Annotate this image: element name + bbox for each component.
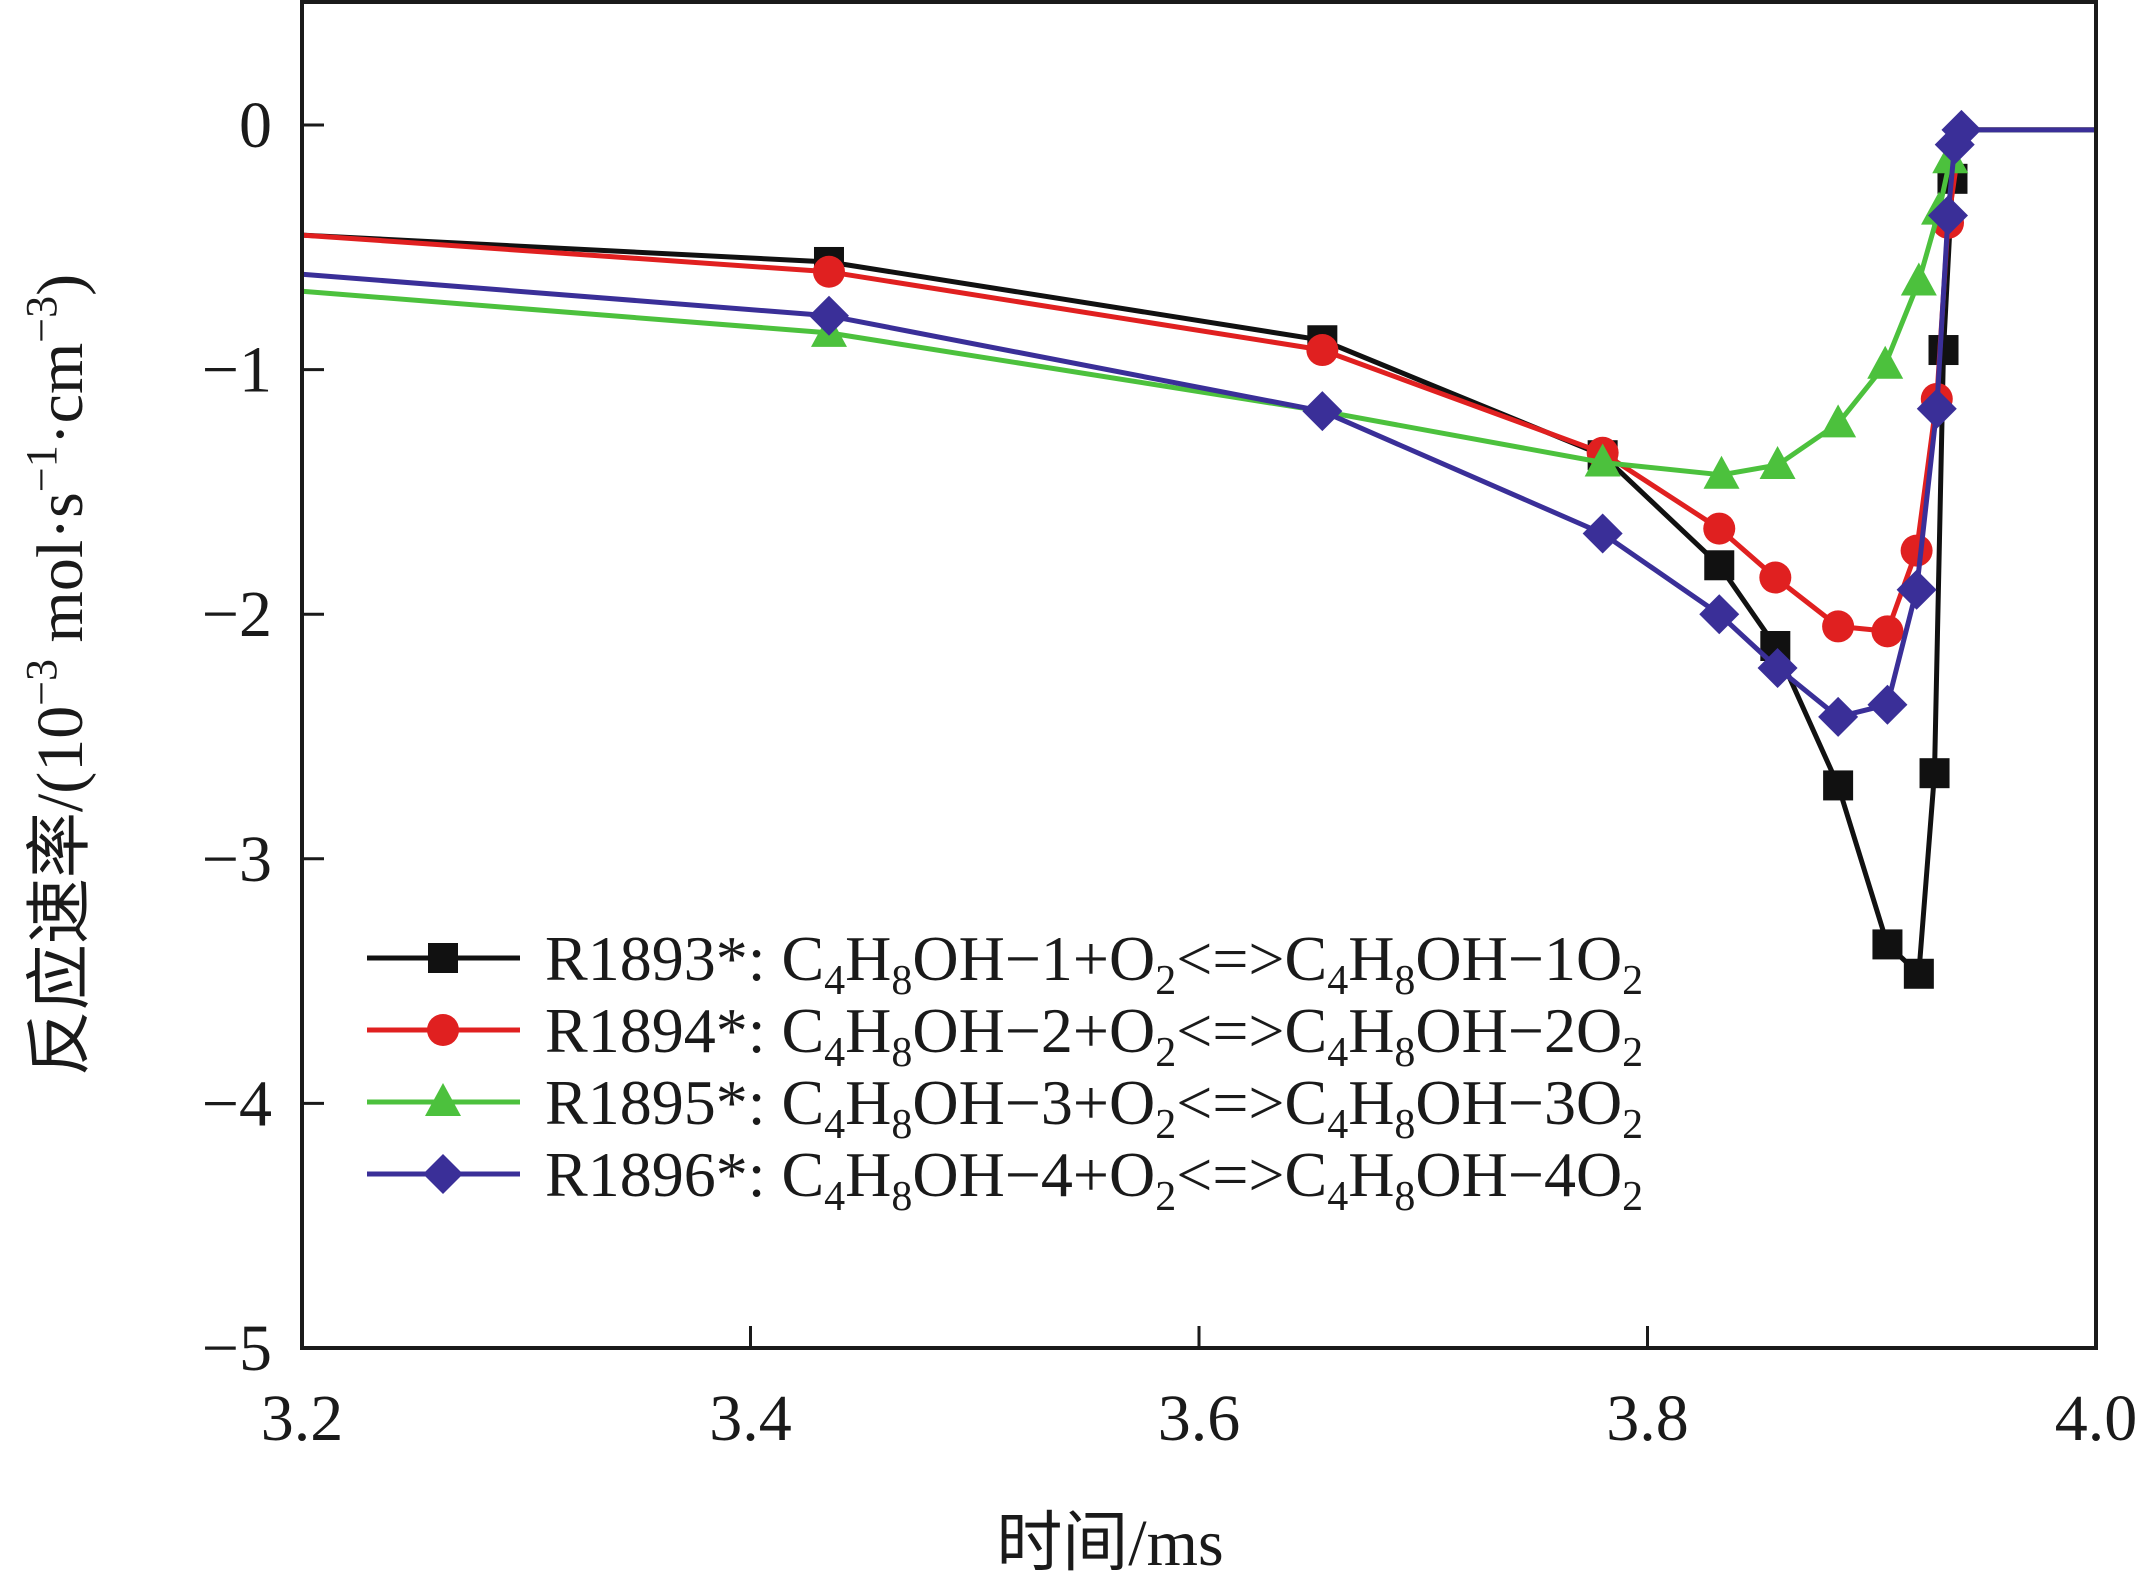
series-R1895: [301, 127, 2096, 489]
data-point-R1896: [1867, 684, 1908, 725]
data-point-R1896: [1818, 696, 1859, 737]
legend: R1893*: C4H8OH−1+O2<=>C4H8OH−1O2R1894*: …: [367, 923, 1643, 1220]
x-tick-label: 3.6: [1158, 1382, 1241, 1455]
data-point-R1896: [1699, 594, 1740, 635]
data-point-R1894: [1306, 334, 1339, 367]
data-point-R1896: [1582, 513, 1623, 554]
series-R1893: [301, 127, 2096, 989]
series-line-R1893: [301, 127, 2096, 977]
legend-label: R1894*: C4H8OH−2+O2<=>C4H8OH−2O2: [545, 995, 1643, 1076]
legend-marker: [427, 1014, 459, 1046]
y-axis-title-exp3: −3: [17, 296, 66, 343]
y-tick-labels: 0 −1 −2 −3 −4 −5: [202, 89, 272, 1385]
y-tick-label: −3: [202, 823, 272, 896]
legend-item-R1895: R1895*: C4H8OH−3+O2<=>C4H8OH−3O2: [367, 1067, 1643, 1148]
data-point-R1893: [1872, 929, 1903, 960]
data-point-R1893: [1903, 958, 1934, 989]
legend-marker: [425, 1083, 461, 1116]
x-tick-label: 3.4: [709, 1382, 792, 1455]
data-point-R1893: [1823, 770, 1854, 801]
plot-area-frame: [300, 0, 2098, 1350]
data-point-R1894: [1871, 615, 1904, 648]
y-tick-label: −5: [202, 1312, 272, 1385]
x-tick-label: 3.2: [261, 1382, 344, 1455]
data-point-R1895: [1867, 345, 1904, 379]
y-axis-title-suffix: ): [24, 274, 97, 296]
y-axis-title: 反应速率/(10−3 mol·s−1·cm−3): [17, 274, 97, 1076]
y-axis-title-exp2: −1: [17, 445, 66, 492]
data-point-R1894: [812, 255, 845, 288]
legend-item-R1893: R1893*: C4H8OH−1+O2<=>C4H8OH−1O2: [367, 923, 1643, 1004]
data-point-R1896: [1927, 195, 1968, 236]
series-line-R1894: [301, 127, 2096, 634]
y-axis-title-exp1: −3: [17, 659, 66, 706]
y-tick-label: −1: [202, 334, 272, 407]
data-point-R1896: [808, 295, 849, 336]
data-point-R1893: [1928, 335, 1959, 366]
data-point-R1896: [1896, 569, 1937, 610]
x-tick-label: 4.0: [2055, 1382, 2138, 1455]
legend-marker: [428, 943, 458, 973]
series-layer: [301, 109, 2096, 989]
data-point-R1894: [1759, 561, 1792, 594]
y-axis-title-mid: mol·s: [24, 492, 97, 659]
data-point-R1896: [1934, 124, 1975, 165]
legend-item-R1896: R1896*: C4H8OH−4+O2<=>C4H8OH−4O2: [367, 1139, 1643, 1220]
legend-item-R1894: R1894*: C4H8OH−2+O2<=>C4H8OH−2O2: [367, 995, 1643, 1076]
y-tick-label: −2: [202, 578, 272, 651]
series-R1896: [301, 109, 2096, 737]
series-line-R1895: [301, 127, 2096, 478]
y-tick-label: −4: [202, 1067, 272, 1140]
data-point-R1896: [1916, 388, 1957, 429]
x-tick-label: 3.8: [1606, 1382, 1689, 1455]
data-point-R1896: [1757, 648, 1798, 689]
legend-marker: [423, 1154, 463, 1194]
x-tick-labels: 3.2 3.4 3.6 3.8 4.0: [261, 1382, 2138, 1455]
data-point-R1895: [1584, 443, 1621, 477]
data-point-R1895: [1820, 404, 1857, 438]
legend-label: R1893*: C4H8OH−1+O2<=>C4H8OH−1O2: [545, 923, 1643, 1004]
data-point-R1895: [1759, 445, 1796, 479]
legend-label: R1896*: C4H8OH−4+O2<=>C4H8OH−4O2: [545, 1139, 1643, 1220]
data-point-R1893: [1919, 758, 1950, 789]
data-point-R1893: [1704, 550, 1735, 581]
data-point-R1894: [1703, 512, 1736, 545]
data-point-R1895: [1900, 262, 1937, 296]
y-axis-title-mid2: ·cm: [24, 343, 97, 446]
data-point-R1894: [1900, 534, 1933, 567]
y-tick-label: 0: [239, 89, 272, 162]
y-axis-title-prefix: 反应速率/(10: [24, 706, 97, 1076]
data-point-R1895: [1703, 455, 1740, 489]
data-point-R1896: [1941, 109, 1982, 150]
data-point-R1894: [1822, 610, 1855, 643]
x-axis-title: 时间/ms: [996, 1507, 1223, 1577]
legend-label: R1895*: C4H8OH−3+O2<=>C4H8OH−3O2: [545, 1067, 1643, 1148]
svg-text:反应速率/(10−3 mol·s−1·cm−3): 反应速率/(10−3 mol·s−1·cm−3): [17, 274, 97, 1076]
data-point-R1896: [1302, 391, 1343, 432]
